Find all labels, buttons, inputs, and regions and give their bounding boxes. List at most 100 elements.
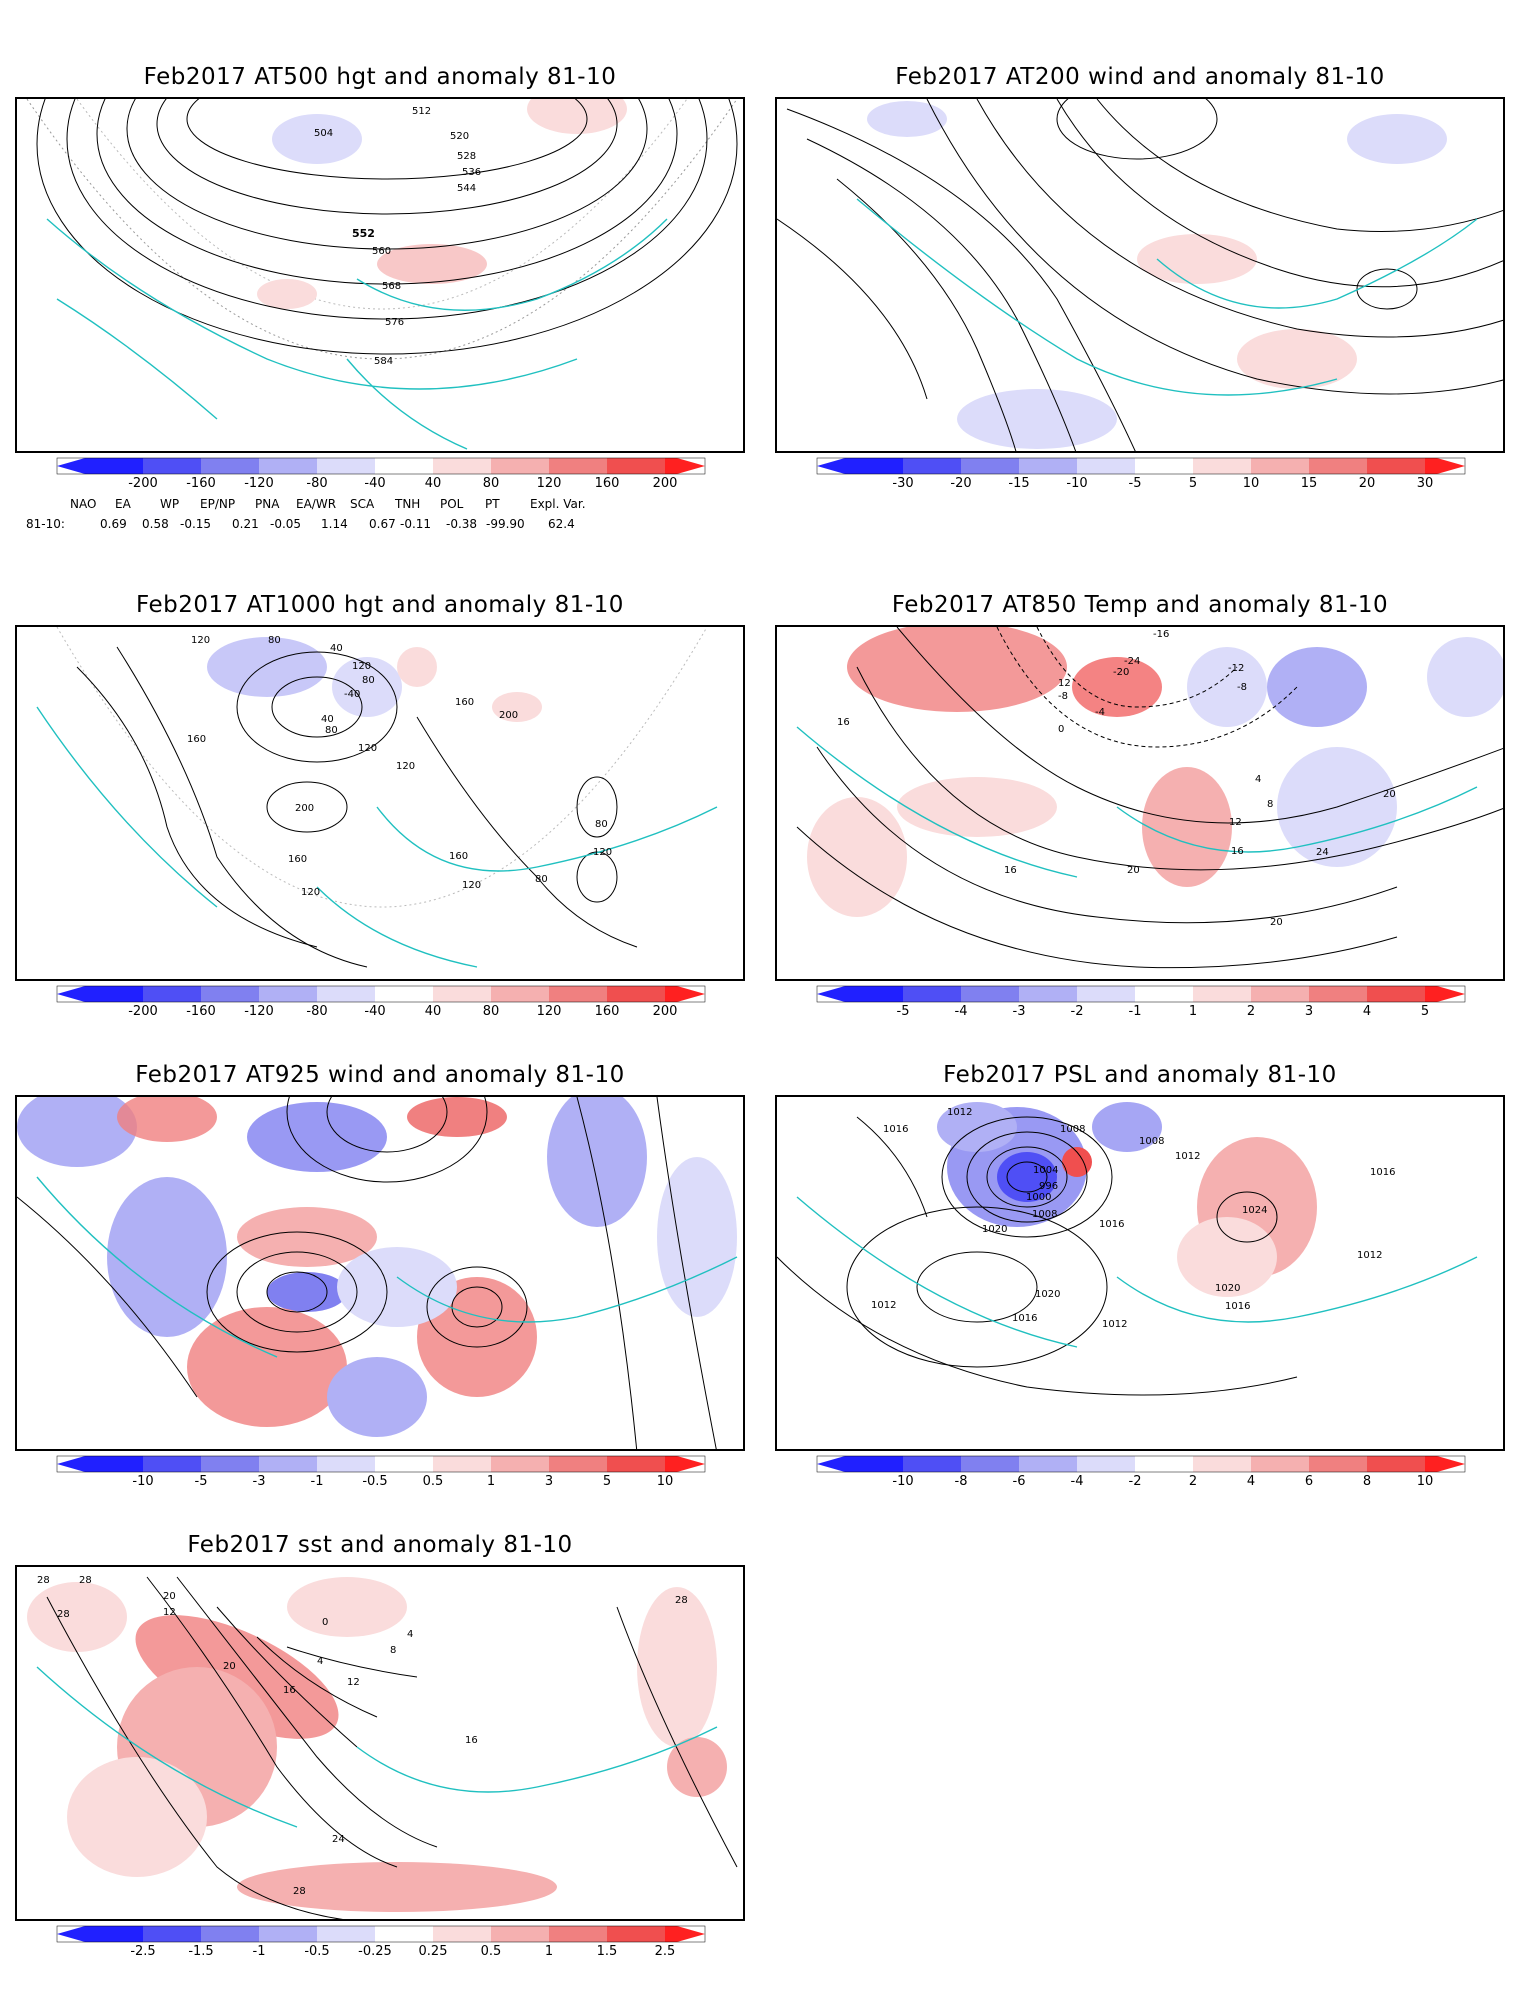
colorbar-tick: -15 [1008, 476, 1030, 491]
tele-header: POL [440, 497, 464, 511]
colorbar-scale [56, 1925, 706, 1943]
colorbar-tick: -5 [1128, 476, 1142, 491]
contour-label: 200 [295, 803, 314, 814]
colorbar-tick: 3 [1304, 1004, 1314, 1019]
contour-label: 120 [593, 847, 612, 858]
colorbar-tick: -10 [1066, 476, 1088, 491]
contour-label: 1008 [1032, 1209, 1057, 1220]
contour-label: 28 [57, 1609, 70, 1620]
colorbar-tick: -160 [186, 1004, 216, 1019]
contour-label: 1012 [1357, 1250, 1382, 1261]
tele-header: TNH [395, 497, 421, 511]
colorbar-tick: 200 [652, 1004, 678, 1019]
colorbar: -10 -5 -3 -1 -0.5 0.5 1 3 5 10 [56, 1455, 706, 1492]
colorbar-tick: 200 [652, 476, 678, 491]
contour-label: 512 [412, 106, 431, 117]
contour-label: -8 [1237, 682, 1247, 693]
colorbar-tick: -1 [252, 1944, 266, 1959]
contour-label: 560 [372, 246, 391, 257]
contour-label: 1004 [1033, 1165, 1058, 1176]
colorbar-scale [816, 1455, 1466, 1473]
contour-label: 80 [325, 725, 338, 736]
panel-at200: Feb2017 AT200 wind and anomaly 81-10 [760, 0, 1520, 560]
colorbar-tick: -2 [1070, 1004, 1084, 1019]
colorbar: -10 -8 -6 -4 -2 2 4 6 8 10 [816, 1455, 1466, 1492]
tele-value: 62.4 [548, 517, 575, 531]
panel-title: Feb2017 AT925 wind and anomaly 81-10 [135, 1062, 625, 1088]
contour-label: 120 [191, 635, 210, 646]
panel-psl: Feb2017 PSL and anomaly 81-10 1012 1016 … [760, 1050, 1520, 1510]
contour-label: 1024 [1242, 1205, 1267, 1216]
panel-title: Feb2017 AT200 wind and anomaly 81-10 [895, 64, 1385, 90]
contour-label: 520 [450, 131, 469, 142]
colorbar-tick: -160 [186, 476, 216, 491]
contour-label: 160 [449, 851, 468, 862]
tele-header: NAO [70, 497, 97, 511]
colorbar-tick: -3 [1012, 1004, 1026, 1019]
contour-label: 160 [455, 697, 474, 708]
colorbar-tick: 15 [1300, 476, 1318, 491]
contour-label: 120 [358, 743, 377, 754]
colorbar-tick: 2 [1246, 1004, 1256, 1019]
contour-label: 20 [1383, 789, 1396, 800]
colorbar-tick: -200 [128, 1004, 158, 1019]
contour-label: 28 [675, 1595, 688, 1606]
colorbar-tick: -30 [892, 476, 914, 491]
map-canvas: 512 504 520 528 536 544 552 560 568 576 … [26, 99, 738, 450]
contour-label: -20 [1113, 667, 1129, 678]
colorbar-tick: -120 [244, 476, 274, 491]
contour-label: 8 [390, 1645, 396, 1656]
colorbar-tick: -5 [896, 1004, 910, 1019]
map-at1000: 120 80 40 120 80 -40 40 80 120 160 200 1… [15, 625, 745, 981]
colorbar-tick: 10 [656, 1474, 674, 1489]
tele-value: 0.67 [369, 517, 396, 531]
contour-label: 20 [163, 1591, 176, 1602]
panel-title: Feb2017 sst and anomaly 81-10 [187, 1532, 573, 1558]
tele-header: EP/NP [200, 497, 236, 511]
contour-label: 20 [223, 1661, 236, 1672]
contour-label: -8 [1058, 691, 1068, 702]
map-canvas: 28 28 28 20 12 20 16 12 4 0 8 4 16 24 28… [27, 1575, 738, 1919]
tele-value: 0.58 [142, 517, 169, 531]
colorbar-tick: 160 [594, 1004, 620, 1019]
tele-value: -0.15 [180, 517, 212, 531]
contour-label: 120 [352, 661, 371, 672]
contour-label: 160 [187, 734, 206, 745]
colorbar-tick: 80 [482, 1004, 500, 1019]
colorbar-tick: -120 [244, 1004, 274, 1019]
colorbar-tick: -20 [950, 476, 972, 491]
colorbar-scale [56, 985, 706, 1003]
tele-header: EA/WR [296, 497, 337, 511]
colorbar-tick: 160 [594, 476, 620, 491]
contour-label: 28 [293, 1886, 306, 1897]
contour-label: 120 [396, 761, 415, 772]
tele-value: 0.69 [100, 517, 127, 531]
colorbar-tick: -4 [1070, 1474, 1084, 1489]
colorbar-tick: -0.5 [362, 1474, 388, 1489]
contour-label: 0 [322, 1617, 328, 1628]
contour-label: 12 [1058, 678, 1071, 689]
contour-label: 1020 [1035, 1289, 1060, 1300]
map-at850: -16 -24 -20 -12 -8 12 -8 -4 0 16 4 8 12 … [775, 625, 1505, 981]
contour-label: 4 [407, 1629, 413, 1640]
colorbar-tick: 40 [424, 1004, 442, 1019]
map-canvas: 1012 1016 1008 1008 1012 1004 996 1000 1… [777, 1102, 1478, 1396]
contour-label: 20 [1270, 917, 1283, 928]
colorbar-tick: -80 [306, 476, 328, 491]
contour-label: 160 [288, 854, 307, 865]
contour-label: 80 [268, 635, 281, 646]
tele-row-label: 81-10: [26, 517, 65, 531]
colorbar-tick: 0.5 [422, 1474, 444, 1489]
colorbar-tick: -200 [128, 476, 158, 491]
colorbar-tick: 1.5 [596, 1944, 618, 1959]
contour-label: 1020 [982, 1224, 1007, 1235]
colorbar: -2.5 -1.5 -1 -0.5 -0.25 0.25 0.5 1 1.5 2… [56, 1925, 706, 1962]
colorbar: -200 -160 -120 -80 -40 40 80 120 160 200 [56, 457, 706, 494]
contour-label: 576 [385, 317, 404, 328]
colorbar-scale [816, 457, 1466, 475]
contour-label: 544 [457, 183, 476, 194]
tele-value: -0.05 [270, 517, 302, 531]
colorbar-tick: 6 [1304, 1474, 1314, 1489]
colorbar-tick: 120 [536, 1004, 562, 1019]
colorbar-tick: 3 [544, 1474, 554, 1489]
